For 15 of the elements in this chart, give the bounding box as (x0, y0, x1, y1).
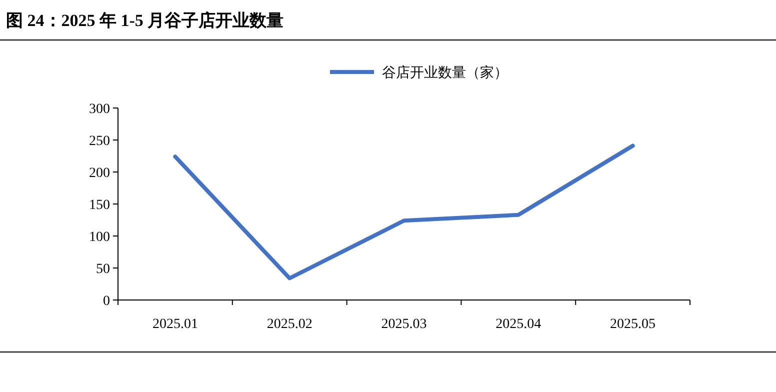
y-tick-label: 0 (103, 294, 110, 309)
y-tick-label: 200 (89, 166, 110, 181)
y-tick-label: 50 (96, 262, 110, 277)
y-tick-label: 100 (89, 230, 110, 245)
x-tick-label: 2025.03 (381, 317, 427, 332)
chart-title: 图 24：2025 年 1-5 月谷子店开业数量 (6, 11, 284, 30)
y-tick-label: 150 (89, 198, 110, 213)
x-tick-label: 2025.01 (152, 317, 198, 332)
y-tick-label: 250 (89, 134, 110, 149)
x-tick-label: 2025.04 (496, 317, 542, 332)
legend-label: 谷店开业数量（家） (382, 65, 508, 81)
line-series (173, 144, 635, 280)
x-tick-label: 2025.02 (266, 317, 312, 332)
x-tick-label: 2025.05 (610, 317, 656, 332)
y-tick-label: 300 (89, 102, 110, 117)
